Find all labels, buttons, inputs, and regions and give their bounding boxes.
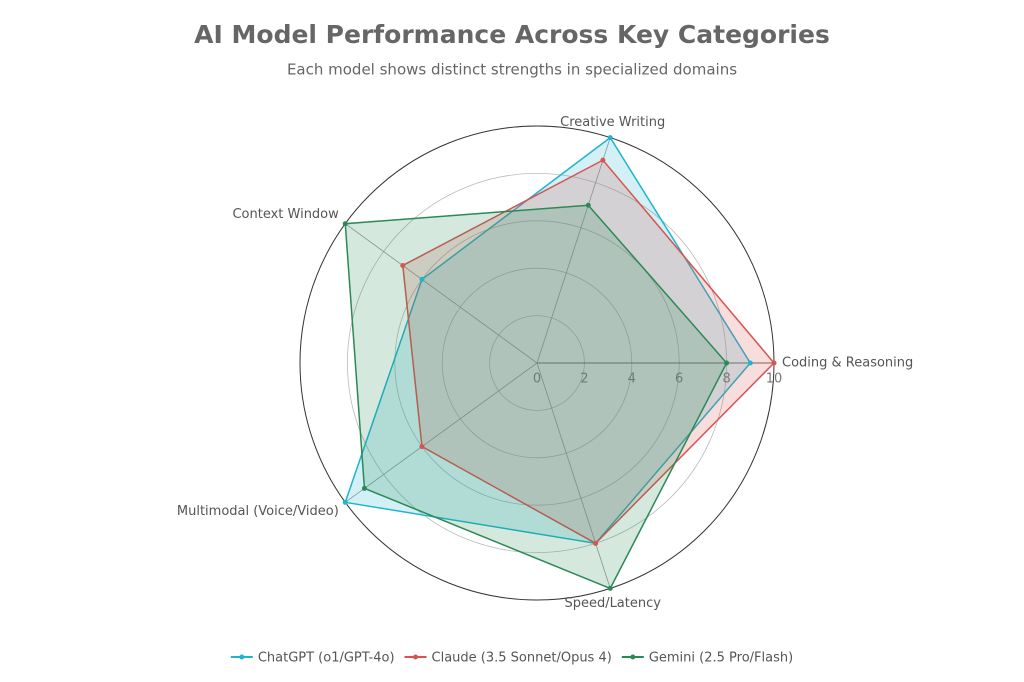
r-tick-label: 8	[722, 372, 730, 387]
data-point	[419, 444, 425, 450]
series-area	[401, 159, 776, 545]
chart-title: AI Model Performance Across Key Categori…	[194, 20, 830, 49]
category-label: Context Window	[232, 207, 339, 222]
r-tick-label: 4	[628, 372, 636, 387]
data-point	[771, 360, 777, 366]
category-label: Multimodal (Voice/Video)	[177, 504, 339, 519]
data-point	[361, 485, 367, 491]
series-area	[344, 136, 752, 545]
spoke	[536, 137, 611, 364]
category-label: Creative Writing	[560, 115, 665, 130]
data-point	[607, 135, 613, 141]
r-tick-label: 10	[766, 372, 783, 387]
legend-marker	[630, 654, 636, 660]
data-point	[607, 585, 613, 591]
data-point	[585, 202, 591, 208]
data-point	[419, 276, 425, 282]
category-label: Speed/Latency	[564, 596, 661, 611]
chart-subtitle: Each model shows distinct strengths in s…	[287, 61, 737, 79]
data-point	[342, 221, 348, 227]
data-point	[400, 262, 406, 268]
legend-label: Claude (3.5 Sonnet/Opus 4)	[432, 651, 612, 666]
spoke	[345, 223, 538, 364]
r-tick-label: 2	[580, 372, 588, 387]
legend-label: ChatGPT (o1/GPT-4o)	[258, 651, 395, 666]
spoke	[345, 362, 538, 503]
data-point	[600, 157, 606, 163]
spoke	[536, 362, 611, 589]
r-tick-label: 6	[675, 372, 683, 387]
legend-marker	[239, 654, 245, 660]
data-point	[747, 360, 753, 366]
category-label: Coding & Reasoning	[782, 356, 913, 371]
data-point	[342, 499, 348, 505]
legend: ChatGPT (o1/GPT-4o) Claude (3.5 Sonnet/Op…	[230, 651, 793, 666]
legend-marker	[413, 654, 419, 660]
legend-label: Gemini (2.5 Pro/Flash)	[649, 651, 793, 666]
data-point	[724, 360, 730, 366]
data-point	[593, 540, 599, 546]
r-tick-label: 0	[533, 372, 541, 387]
series-area	[344, 204, 728, 590]
